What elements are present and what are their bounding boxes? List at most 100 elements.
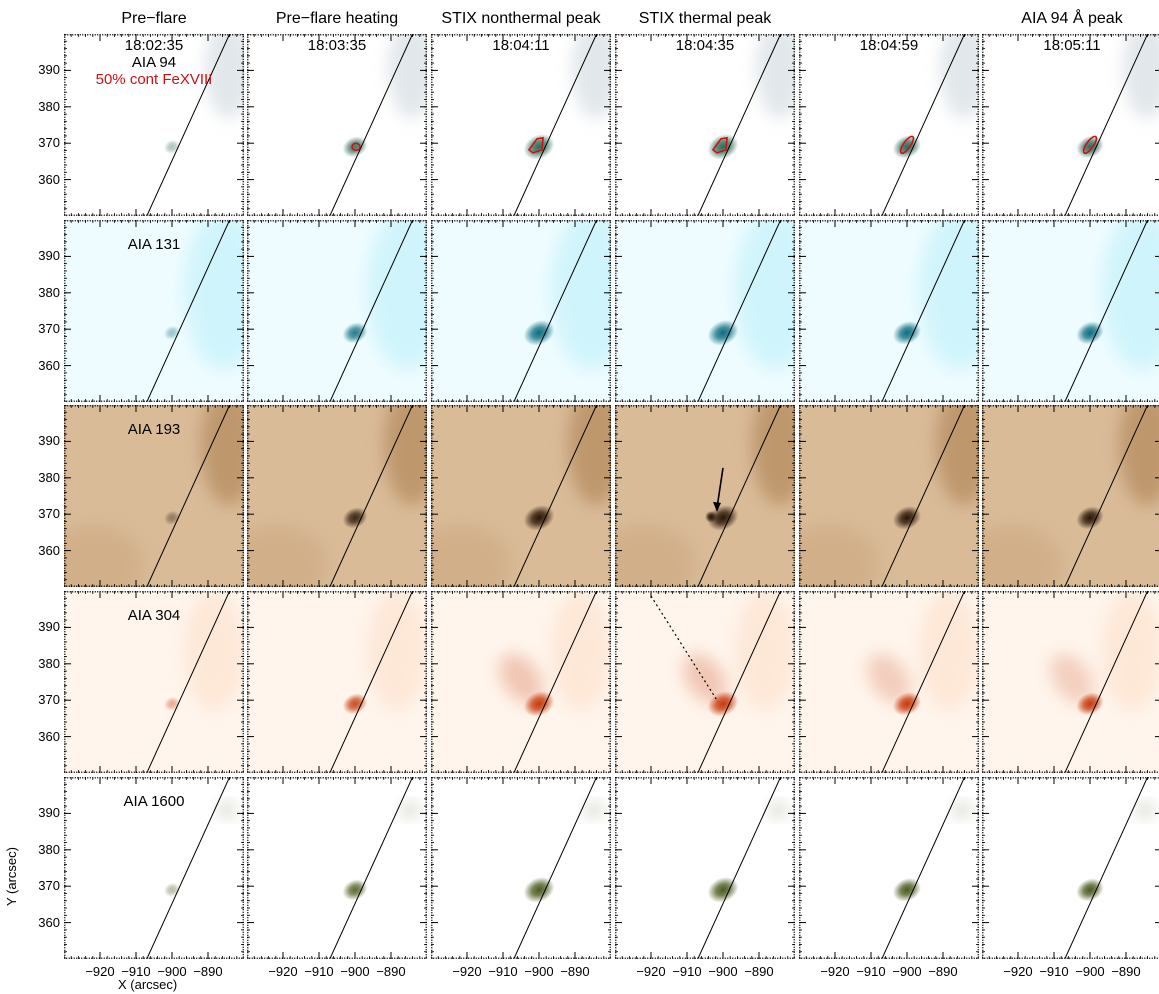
x-tick-label: −910 <box>304 964 334 979</box>
image-panel <box>799 777 979 959</box>
x-tick-label: −900 <box>524 964 554 979</box>
y-tick-label: 370 <box>38 506 60 522</box>
y-tick-label: 380 <box>38 469 60 485</box>
x-tick-label: −890 <box>1111 964 1141 979</box>
panel-image <box>64 220 244 402</box>
x-tick-label: −920 <box>1003 964 1033 979</box>
y-tick-label: 370 <box>38 135 60 151</box>
panel-time: 18:05:11 <box>1043 37 1101 54</box>
panel-wavelength: AIA 304 <box>127 607 181 624</box>
image-panel <box>982 405 1159 587</box>
panel-image <box>982 591 1159 773</box>
image-panel: AIA 1600 <box>64 777 244 959</box>
y-tick-label: 370 <box>38 878 60 894</box>
x-tick-label: −900 <box>340 964 370 979</box>
image-panel <box>799 405 979 587</box>
panel-time: 18:04:59 <box>859 37 919 54</box>
x-tick-label: −920 <box>268 964 298 979</box>
image-panel <box>247 220 427 402</box>
x-tick-label: −890 <box>193 964 223 979</box>
x-tick-label: −900 <box>157 964 187 979</box>
x-tick-label: −920 <box>85 964 115 979</box>
panel-image <box>431 405 611 587</box>
column-header: AIA 94 Å peak <box>1021 10 1123 27</box>
panel-time: 18:04:11 <box>492 37 550 54</box>
y-tick-label: 380 <box>38 284 60 300</box>
image-panel <box>982 591 1159 773</box>
y-tick-label: 360 <box>38 728 60 744</box>
panel-image <box>64 777 244 959</box>
x-tick-label: −910 <box>672 964 702 979</box>
x-tick-label: −890 <box>376 964 406 979</box>
panel-image <box>431 591 611 773</box>
panel-image <box>799 405 979 587</box>
image-panel: 18:05:11 <box>982 34 1159 216</box>
image-panel: AIA 193 <box>64 405 244 587</box>
image-panel: 18:03:35 <box>247 34 427 216</box>
column-header: Pre−flare <box>121 10 187 27</box>
image-panel <box>615 591 795 773</box>
x-tick-label: −910 <box>856 964 886 979</box>
y-tick-label: 390 <box>38 248 60 264</box>
x-tick-label: −890 <box>928 964 958 979</box>
panel-image <box>64 591 244 773</box>
y-tick-label: 380 <box>38 841 60 857</box>
image-panel <box>799 220 979 402</box>
panel-image <box>982 405 1159 587</box>
x-tick-label: −910 <box>121 964 151 979</box>
x-tick-label: −890 <box>744 964 774 979</box>
image-panel <box>982 220 1159 402</box>
panel-image <box>799 591 979 773</box>
panel-time: 18:03:35 <box>307 37 367 54</box>
image-panel <box>431 591 611 773</box>
y-tick-label: 380 <box>38 98 60 114</box>
image-panel: 18:04:59 <box>799 34 979 216</box>
x-tick-label: −900 <box>892 964 922 979</box>
x-tick-label: −910 <box>1039 964 1069 979</box>
image-panel: AIA 304 <box>64 591 244 773</box>
x-tick-label: −910 <box>488 964 518 979</box>
column-header: STIX thermal peak <box>638 10 772 27</box>
panel-image <box>247 220 427 402</box>
x-tick-label: −920 <box>452 964 482 979</box>
panel-image <box>982 777 1159 959</box>
panel-image <box>247 34 427 216</box>
image-panel: 18:04:35 <box>615 34 795 216</box>
panel-image <box>64 405 244 587</box>
panel-image <box>799 34 979 216</box>
panel-wavelength: AIA 94 <box>131 54 177 71</box>
column-header: Pre−flare heating <box>275 10 399 27</box>
panel-image <box>982 34 1159 216</box>
y-tick-label: 390 <box>38 433 60 449</box>
image-panel <box>799 591 979 773</box>
panel-image <box>615 777 795 959</box>
panel-wavelength: AIA 193 <box>127 421 181 438</box>
panel-image <box>431 220 611 402</box>
panel-image <box>615 220 795 402</box>
panel-wavelength: AIA 1600 <box>123 793 185 810</box>
y-tick-label: 370 <box>38 692 60 708</box>
y-tick-label: 380 <box>38 655 60 671</box>
image-panel <box>431 405 611 587</box>
image-panel <box>431 220 611 402</box>
y-tick-label: 390 <box>38 805 60 821</box>
y-tick-label: 370 <box>38 321 60 337</box>
y-tick-label: 360 <box>38 357 60 373</box>
image-panel: 18:04:11 <box>431 34 611 216</box>
panel-wavelength: AIA 131 <box>127 236 181 253</box>
image-panel <box>431 777 611 959</box>
panel-time: 18:04:35 <box>675 37 735 54</box>
panel-image <box>615 34 795 216</box>
column-header: STIX nonthermal peak <box>441 10 601 27</box>
image-panel <box>615 405 795 587</box>
y-axis-title: Y (arcsec) <box>4 847 19 906</box>
x-tick-label: −900 <box>708 964 738 979</box>
x-tick-label: −890 <box>560 964 590 979</box>
x-axis-title: X (arcsec) <box>118 977 178 992</box>
y-tick-label: 390 <box>38 619 60 635</box>
y-tick-label: 360 <box>38 542 60 558</box>
image-panel <box>247 591 427 773</box>
x-tick-label: −920 <box>636 964 666 979</box>
panel-image <box>247 405 427 587</box>
image-panel <box>615 220 795 402</box>
